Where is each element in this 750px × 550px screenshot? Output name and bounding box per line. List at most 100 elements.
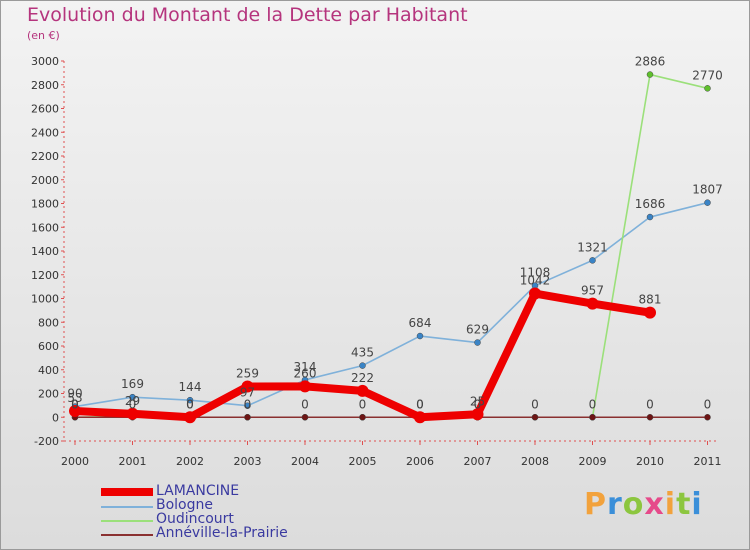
data-point-oudincourt: [704, 85, 711, 92]
logo-letter: x: [644, 487, 665, 522]
data-point-bologne: [646, 213, 654, 221]
legend-label-lamancine: LAMANCINE: [156, 483, 240, 499]
legend-label-anneville: Annéville-la-Prairie: [156, 525, 288, 541]
data-label-lamancine: 259: [236, 366, 259, 380]
legend-item-anneville: Annéville-la-Prairie: [101, 525, 401, 541]
data-point-lamancine: [471, 408, 484, 421]
x-tick-label: 2006: [406, 455, 434, 468]
data-point-bologne: [704, 199, 711, 206]
y-tick-label: 1200: [31, 269, 59, 282]
y-tick-label: 400: [38, 364, 59, 377]
data-label-bologne: 1686: [635, 197, 666, 211]
data-point-lamancine: [356, 384, 369, 397]
x-tick-label: 2002: [176, 455, 204, 468]
legend-label-oudincourt: Oudincourt: [156, 511, 234, 527]
logo-letter: o: [622, 487, 645, 522]
data-point-oudincourt: [646, 71, 654, 78]
y-tick-label: 2600: [31, 103, 59, 116]
y-tick-label: 600: [38, 340, 59, 353]
data-label-ann-ville-la-prairie: 0: [359, 397, 367, 411]
y-tick-label: 800: [38, 316, 59, 329]
data-label-ann-ville-la-prairie: 0: [589, 397, 597, 411]
data-label-bologne: 169: [121, 377, 144, 391]
data-label-bologne: 90: [67, 387, 82, 401]
y-tick-label: 2200: [31, 150, 59, 163]
x-tick-label: 2009: [579, 455, 607, 468]
legend-label-bologne: Bologne: [156, 497, 213, 513]
chart-title: Evolution du Montant de la Dette par Hab…: [27, 4, 468, 26]
logo-letter: r: [607, 487, 623, 522]
data-point-bologne: [474, 339, 481, 346]
data-point-ann-ville-la-prairie: [589, 414, 596, 421]
data-point-lamancine: [644, 306, 656, 319]
data-point-lamancine: [414, 411, 426, 424]
y-tick-label: 3000: [31, 55, 59, 68]
data-label-oudincourt: 2886: [635, 55, 666, 69]
y-tick-label: -200: [34, 435, 59, 448]
data-point-bologne: [186, 396, 194, 404]
x-tick-label: 2000: [61, 455, 89, 468]
data-point-bologne: [589, 257, 596, 264]
data-label-bologne: 1807: [692, 183, 723, 197]
y-tick-label: 1600: [31, 221, 59, 234]
logo-letter: P: [584, 487, 607, 522]
data-label-lamancine: 957: [581, 284, 604, 298]
data-label-ann-ville-la-prairie: 0: [129, 397, 137, 411]
x-tick-label: 2004: [291, 455, 319, 468]
y-tick-label: 1800: [31, 198, 59, 211]
legend-swatch-lamancine: [101, 488, 153, 496]
y-tick-label: 2800: [31, 79, 59, 92]
logo-letter: t: [676, 487, 692, 522]
data-label-lamancine: 1042: [520, 274, 551, 288]
data-label-ann-ville-la-prairie: 0: [704, 397, 712, 411]
data-point-ann-ville-la-prairie: [531, 414, 539, 421]
y-tick-label: 0: [52, 411, 59, 424]
data-point-ann-ville-la-prairie: [359, 414, 366, 421]
y-tick-label: 2000: [31, 174, 59, 187]
data-point-lamancine: [241, 380, 254, 393]
x-tick-label: 2003: [234, 455, 262, 468]
data-label-bologne: 314: [294, 360, 317, 374]
data-label-bologne: 1108: [520, 266, 551, 280]
logo-letter: i: [664, 487, 677, 522]
legend-swatch-anneville: [101, 534, 153, 536]
data-label-bologne: 684: [409, 316, 432, 330]
data-label-lamancine: 260: [294, 366, 317, 380]
x-tick-label: 2005: [349, 455, 377, 468]
data-label-bologne: 144: [179, 380, 202, 394]
proxiti-logo: Proxiti: [584, 487, 703, 522]
data-label-ann-ville-la-prairie: 0: [244, 397, 252, 411]
data-label-lamancine: 881: [639, 293, 662, 307]
data-label-bologne: 1321: [577, 240, 608, 254]
legend-item-lamancine: LAMANCINE: [101, 483, 401, 499]
data-point-lamancine: [126, 407, 139, 420]
y-tick-label: 2400: [31, 126, 59, 139]
data-label-ann-ville-la-prairie: 0: [416, 397, 424, 411]
chart-subtitle: (en €): [27, 29, 60, 42]
legend-swatch-oudincourt: [101, 520, 153, 522]
data-label-ann-ville-la-prairie: 0: [71, 397, 79, 411]
data-label-lamancine: 29: [125, 394, 140, 408]
data-label-ann-ville-la-prairie: 0: [186, 397, 194, 411]
series-line-bologne: [74, 201, 709, 408]
data-point-lamancine: [586, 297, 599, 310]
data-label-lamancine: 0: [416, 397, 424, 411]
data-label-lamancine: 53: [67, 391, 82, 405]
x-tick-label: 2001: [119, 455, 147, 468]
legend-item-oudincourt: Oudincourt: [101, 511, 401, 527]
x-tick-label: 2008: [521, 455, 549, 468]
x-tick-label: 2010: [636, 455, 664, 468]
data-point-ann-ville-la-prairie: [301, 414, 309, 421]
x-tick-label: 2011: [694, 455, 722, 468]
data-point-lamancine: [184, 411, 196, 424]
data-label-bologne: 435: [351, 346, 374, 360]
data-label-lamancine: 222: [351, 371, 374, 385]
data-label-oudincourt: 0: [71, 397, 79, 411]
legend: LAMANCINE Bologne Oudincourt Annéville-l…: [101, 483, 401, 541]
data-point-bologne: [129, 393, 136, 401]
data-label-ann-ville-la-prairie: 0: [474, 397, 482, 411]
data-label-ann-ville-la-prairie: 0: [646, 397, 654, 411]
data-point-lamancine: [529, 287, 541, 300]
